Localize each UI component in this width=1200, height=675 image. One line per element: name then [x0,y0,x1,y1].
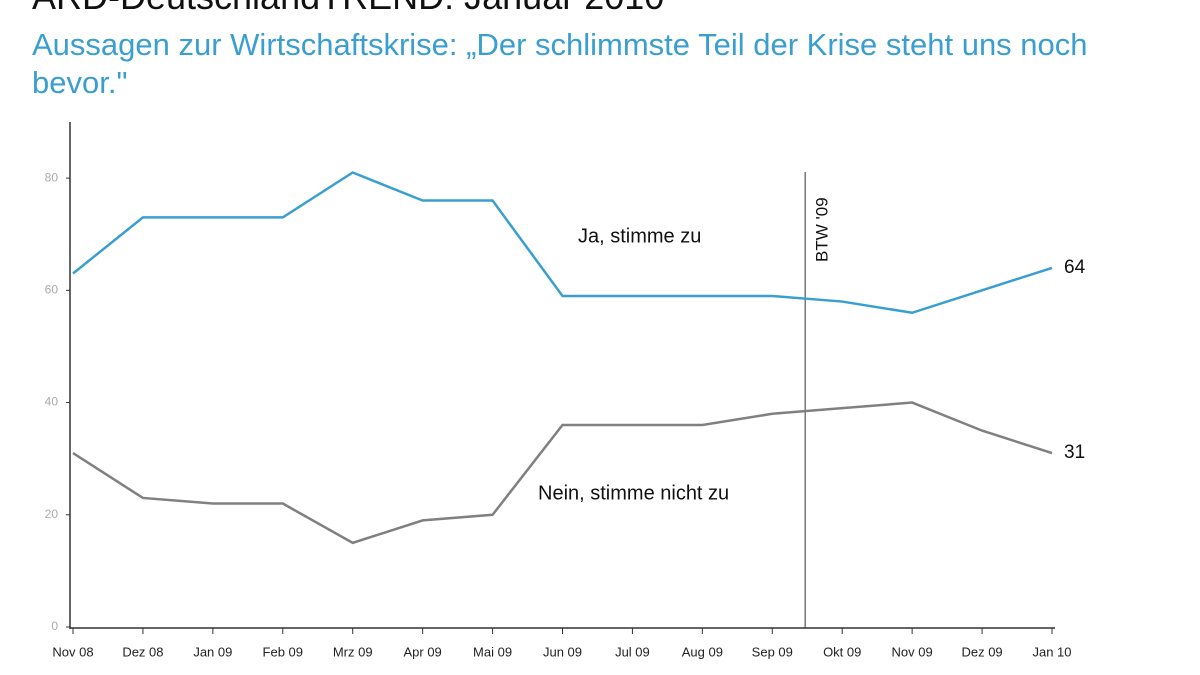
series-label: Ja, stimme zu [578,225,701,247]
chart-subtitle: Aussagen zur Wirtschaftskrise: „Der schl… [32,27,1088,100]
x-tick-label: Aug 09 [682,644,723,659]
y-tick-label: 60 [45,283,59,297]
value-label: 31 [1064,442,1085,463]
x-tick-label: Sep 09 [752,644,793,659]
x-tick-label: Nov 09 [892,644,933,659]
x-tick-label: Mai 09 [473,644,512,659]
y-tick-label: 80 [45,170,59,184]
x-tick-label: Jan 09 [193,644,232,659]
x-tick-label: Okt 09 [823,644,861,659]
series-line [72,171,1053,315]
y-tick-label: 0 [51,619,58,633]
y-tick-label: 40 [45,395,59,409]
x-tick-label: Dez 08 [122,644,163,659]
value-label: 64 [1064,257,1086,278]
x-tick-label: Mrz 09 [333,644,373,659]
series-label: Nein, stimme nicht zu [538,482,729,504]
x-tick-label: Apr 09 [403,644,441,659]
x-tick-label: Nov 08 [52,644,93,659]
x-tick-label: Jul 09 [615,644,650,659]
series-line [72,401,1053,545]
y-tick-label: 20 [45,507,59,521]
annotation-label: BTW '09 [813,197,832,262]
chart-title: ARD-DeutschlandTREND: Januar 2010 [32,0,664,18]
x-tick-label: Feb 09 [263,644,303,659]
x-tick-label: Jan 10 [1032,644,1071,659]
x-tick-label: Dez 09 [961,644,1002,659]
x-tick-label: Jun 09 [543,644,582,659]
